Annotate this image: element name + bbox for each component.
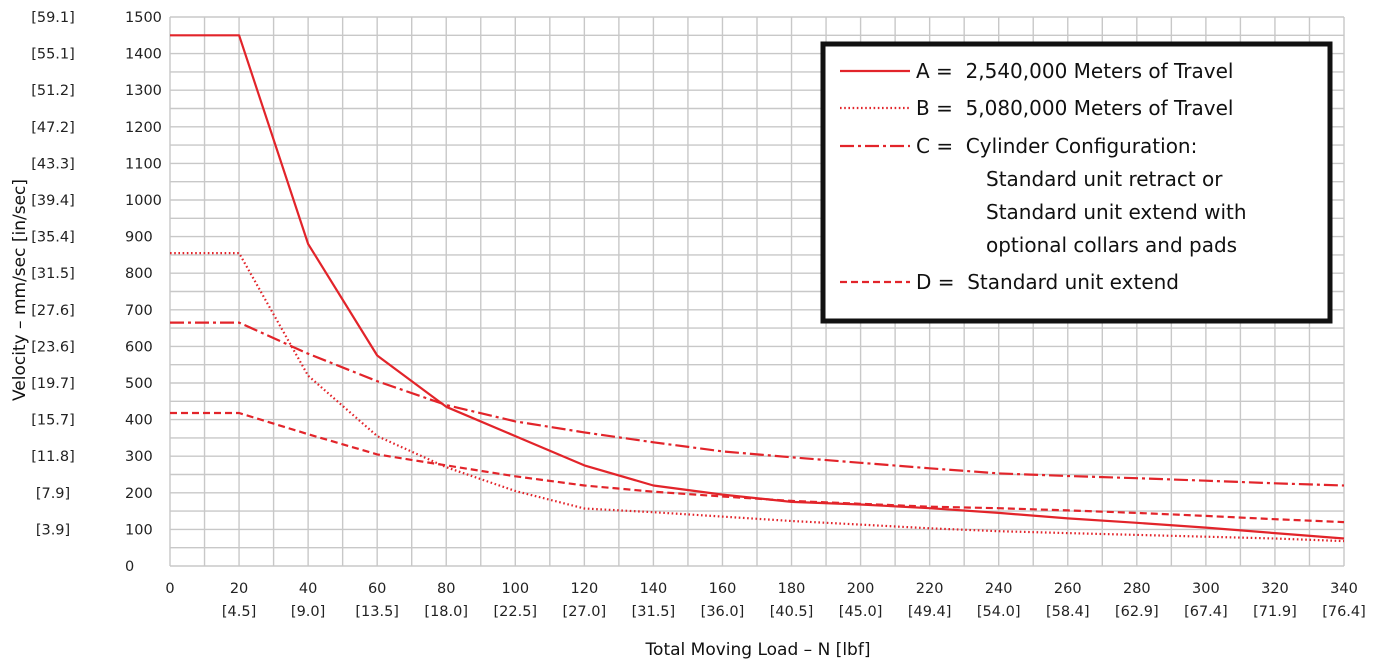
x-tick-label-lbf: [4.5] [222,604,256,620]
y-tick-label-inch: [27.6] [31,303,75,319]
series-line-d [170,411,1345,524]
y-tick-label-inch: [23.6] [31,339,75,355]
y-tick-label: 100 [125,522,153,538]
y-tick-label: 1400 [125,47,162,63]
y-tick-label: 1300 [125,83,162,99]
x-tick-label-lbf: [40.5] [770,604,814,620]
y-tick-label-inch: [55.1] [31,47,75,63]
y-tick-label-inch: [35.4] [31,230,75,246]
y-tick-label: 1500 [125,10,162,26]
y-tick-label: 1100 [125,156,162,172]
y-tick-label: 0 [125,559,134,575]
legend-label-c: Standard unit retract or [986,167,1223,191]
x-tick-label: 20 [230,581,248,597]
legend-box [820,41,1333,324]
legend-label-c: C = Cylinder Configuration: [916,134,1197,158]
y-axis-title: Velocity – mm/sec [in/sec] [10,179,30,401]
y-tick-label: 800 [125,266,153,282]
y-tick-label: 200 [125,486,153,502]
legend-label-c: Standard unit extend with [986,200,1247,224]
x-tick-label: 320 [1261,581,1289,597]
x-tick-label: 140 [640,581,668,597]
y-tick-label-inch: [43.3] [31,156,75,172]
x-tick-label: 60 [368,581,386,597]
y-tick-label: 300 [125,449,153,465]
legend: A = 2,540,000 Meters of Travel B = 5,080,… [820,41,1333,324]
x-tick-label: 160 [709,581,737,597]
x-tick-label: 260 [1054,581,1082,597]
y-tick-label: 900 [125,230,153,246]
x-tick-label-lbf: [13.5] [355,604,399,620]
x-tick-label-lbf: [54.0] [977,604,1021,620]
x-tick-label: 340 [1330,581,1358,597]
x-tick-label: 280 [1123,581,1151,597]
y-tick-label-inch: [59.1] [31,10,75,26]
x-tick-label: 100 [501,581,529,597]
x-tick-label: 220 [916,581,944,597]
legend-label-d: D = Standard unit extend [916,270,1179,294]
x-tick-label: 240 [985,581,1013,597]
x-tick-label-lbf: [62.9] [1115,604,1159,620]
x-tick-label-lbf: [45.0] [839,604,883,620]
y-tick-label-inch: [31.5] [31,266,75,282]
y-axis-inch-labels: [3.9] [7.9] [11.8] [15.7] [19.7] [23.6] [27.6]… [31,10,75,538]
y-tick-label-inch: [19.7] [31,376,75,392]
legend-label-c: optional collars and pads [986,233,1237,257]
y-tick-label-inch: [39.4] [31,193,75,209]
y-tick-label-inch: [15.7] [31,413,75,429]
x-tick-label-lbf: [71.9] [1253,604,1297,620]
x-tick-label-lbf: [27.0] [563,604,607,620]
x-tick-label-lbf: [31.5] [632,604,676,620]
y-tick-label: 600 [125,339,153,355]
x-tick-label-lbf: [9.0] [291,604,325,620]
legend-label-a: A = 2,540,000 Meters of Travel [916,59,1233,83]
x-tick-label: 180 [778,581,806,597]
y-tick-label-inch: [7.9] [36,486,70,502]
series-lines [170,34,1345,543]
y-tick-label-inch: [51.2] [31,83,75,99]
y-tick-label: 400 [125,413,153,429]
y-tick-label: 1000 [125,193,162,209]
y-axis-tick-labels: 0 100 200 300 400 500 600 700 800 900 1000 1100 1200… [125,10,162,575]
x-tick-label-lbf: [76.4] [1322,604,1366,620]
x-tick-label: 120 [571,581,599,597]
series-line-b [170,252,1345,543]
y-tick-label: 700 [125,303,153,319]
x-tick-label-lbf: [18.0] [424,604,468,620]
y-tick-label: 500 [125,376,153,392]
x-axis-tick-labels: 0 20 [4.5] 40 [9.0] 60 [13.5] 80 [18.0] 100 [22.5]… [165,581,1365,620]
x-tick-label-lbf: [67.4] [1184,604,1228,620]
x-tick-label: 80 [437,581,455,597]
legend-label-b: B = 5,080,000 Meters of Travel [916,96,1234,120]
x-axis-title: Total Moving Load – N [lbf] [645,640,871,660]
x-tick-label: 300 [1192,581,1220,597]
x-tick-label-lbf: [36.0] [701,604,745,620]
y-tick-label: 1200 [125,120,162,136]
x-tick-label-lbf: [49.4] [908,604,952,620]
x-tick-label-lbf: [22.5] [493,604,537,620]
series-line-c [170,321,1345,487]
y-tick-label-inch: [11.8] [31,449,75,465]
x-tick-label-lbf: [58.4] [1046,604,1090,620]
y-tick-label-inch: [3.9] [36,522,70,538]
x-tick-label: 40 [299,581,317,597]
x-tick-label: 200 [847,581,875,597]
x-tick-label: 0 [165,581,174,597]
y-tick-label-inch: [47.2] [31,120,75,136]
